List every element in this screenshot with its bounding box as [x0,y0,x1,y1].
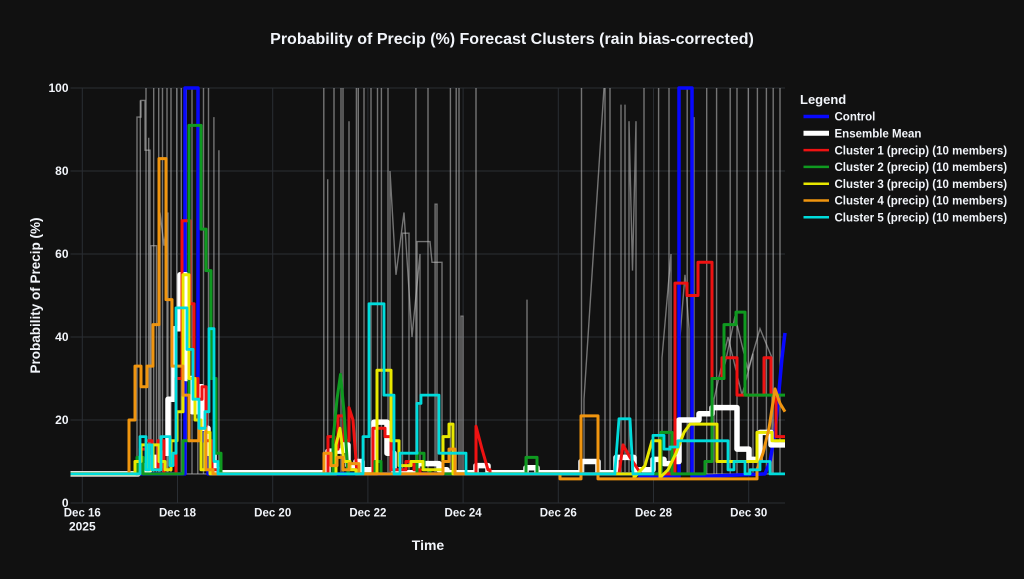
svg-text:Cluster 1 (precip) (10 members: Cluster 1 (precip) (10 members) [835,145,1008,157]
svg-text:Dec 26: Dec 26 [540,508,577,520]
svg-text:Control: Control [835,112,876,124]
svg-text:Dec 30: Dec 30 [730,508,767,520]
svg-text:Dec 20: Dec 20 [254,508,291,520]
svg-text:Dec 16: Dec 16 [64,508,101,520]
svg-text:Dec 24: Dec 24 [445,508,483,520]
svg-text:Dec 18: Dec 18 [159,508,197,520]
svg-text:Dec 28: Dec 28 [635,508,673,520]
svg-text:60: 60 [55,247,69,261]
svg-text:Ensemble Mean: Ensemble Mean [835,129,922,141]
svg-text:20: 20 [55,413,69,427]
svg-text:80: 80 [55,164,69,178]
svg-text:Cluster 3 (precip) (10 members: Cluster 3 (precip) (10 members) [835,179,1008,191]
svg-text:Cluster 2 (precip) (10 members: Cluster 2 (precip) (10 members) [835,162,1008,174]
svg-text:2025: 2025 [69,520,96,534]
svg-text:Cluster 5 (precip) (10 members: Cluster 5 (precip) (10 members) [835,213,1008,225]
svg-text:Legend: Legend [800,92,846,107]
svg-text:Time: Time [412,537,445,553]
svg-text:Dec 22: Dec 22 [349,508,386,520]
svg-text:Cluster 4 (precip) (10 members: Cluster 4 (precip) (10 members) [835,196,1008,208]
svg-text:0: 0 [62,496,69,510]
svg-text:100: 100 [48,81,68,95]
svg-text:Probability of Precip (%) Fore: Probability of Precip (%) Forecast Clust… [270,31,754,48]
svg-text:40: 40 [55,330,69,344]
svg-text:Probability of Precip (%): Probability of Precip (%) [28,217,43,373]
